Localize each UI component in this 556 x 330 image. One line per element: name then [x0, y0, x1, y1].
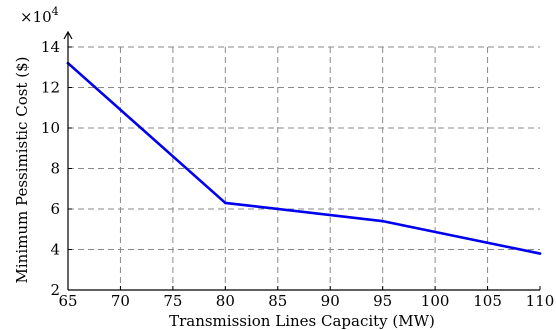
x-tick-label: 95 [373, 292, 392, 310]
y-tick-label: 12 [41, 79, 60, 97]
y-tick-label: 14 [41, 38, 60, 56]
data-point [381, 219, 384, 223]
x-tick-label: 90 [321, 292, 340, 310]
y-tick-label: 2 [50, 281, 60, 299]
x-tick-label: 85 [268, 292, 287, 310]
y-axis-multiplier-base: ×10 [20, 8, 52, 26]
x-tick-label: 105 [473, 292, 502, 310]
series-line-0 [66, 61, 542, 255]
y-tick-label: 6 [50, 200, 60, 218]
y-axis-arrow-icon [63, 30, 73, 40]
y-axis-ticks: 2 4 6 8 10 12 14 [41, 38, 72, 299]
x-tick-label: 110 [526, 292, 555, 310]
y-tick-label: 10 [41, 119, 60, 137]
series-layer [66, 61, 542, 255]
y-axis-multiplier-exponent: 4 [52, 5, 59, 18]
x-axis-title: Transmission Lines Capacity (MW) [169, 312, 435, 330]
x-tick-label: 65 [58, 292, 77, 310]
x-axis-ticks: 65 70 75 80 85 90 95 100 105 110 [58, 286, 554, 310]
axes [63, 30, 540, 291]
data-point [224, 201, 227, 205]
y-tick-label: 8 [50, 160, 60, 178]
x-tick-label: 75 [163, 292, 182, 310]
grid [68, 46, 540, 290]
y-axis-title: Minimum Pessimistic Cost ($) [13, 57, 31, 284]
x-tick-label: 80 [216, 292, 235, 310]
x-tick-label: 100 [421, 292, 450, 310]
data-point [538, 252, 542, 255]
y-tick-label: 4 [50, 241, 60, 259]
x-tick-label: 70 [111, 292, 130, 310]
y-axis-multiplier: ×104 [20, 5, 59, 26]
